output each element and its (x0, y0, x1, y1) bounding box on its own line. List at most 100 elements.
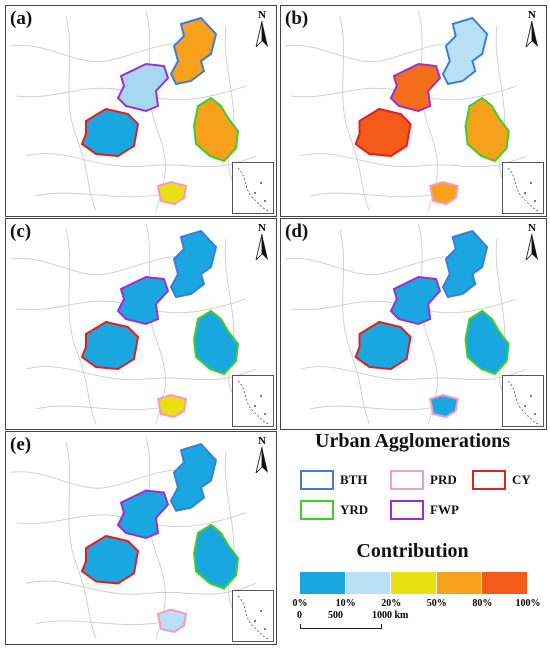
region-bth (169, 442, 218, 512)
region-fwp (389, 275, 442, 326)
map-canvas (285, 10, 527, 212)
colorbar-tick: 10% (335, 598, 356, 609)
north-label: N (528, 222, 536, 234)
ua-swatch-cy (472, 470, 506, 490)
province-boundary (65, 15, 97, 212)
region-cy (80, 320, 140, 371)
province-boundary (339, 228, 370, 425)
province-boundary (145, 436, 166, 640)
contribution-title: Contribution (356, 540, 469, 562)
province-boundary (25, 153, 257, 168)
south-china-sea-inset (502, 162, 544, 214)
region-prd (156, 608, 188, 633)
province-boundary (35, 403, 177, 411)
south-china-sea-inset (502, 375, 544, 427)
province-boundary (10, 469, 207, 489)
north-label: N (528, 9, 536, 21)
panel-label: (b) (285, 8, 309, 29)
province-boundary (65, 228, 97, 425)
province-boundary (35, 190, 177, 198)
panel-label: (d) (285, 221, 309, 242)
scale-label-0: 0 (297, 610, 302, 621)
panel-label: (a) (10, 8, 33, 29)
region-yrd (464, 96, 510, 163)
province-boundary (339, 15, 370, 212)
province-boundary (65, 441, 97, 640)
region-prd (156, 393, 188, 419)
map-panel: (e) N (5, 431, 277, 645)
legend: Urban Agglomerations BTH PRD CY YRD FWP … (280, 430, 545, 645)
region-cy (354, 320, 412, 371)
north-arrow-icon: N (254, 222, 270, 262)
region-fwp (389, 62, 442, 113)
region-cy (80, 107, 140, 158)
region-cy (80, 534, 140, 585)
region-cy (354, 107, 412, 158)
colorbar-tick: 0% (292, 598, 308, 609)
map-panel: (a) N (5, 5, 277, 217)
panel-label: (e) (10, 434, 32, 455)
colorbar-segment (345, 572, 392, 594)
province-boundary (145, 10, 166, 212)
region-bth (169, 229, 218, 299)
province-boundary (418, 223, 438, 425)
map-canvas (285, 223, 527, 425)
north-label: N (258, 435, 266, 447)
colorbar-segment (482, 572, 528, 594)
ua-swatch-bth (300, 470, 334, 490)
south-china-sea-inset (232, 590, 274, 642)
colorbar-segment (436, 572, 483, 594)
scale-label-500: 500 (328, 610, 343, 621)
province-boundary (25, 580, 257, 595)
region-bth (441, 229, 489, 299)
ua-swatch-prd (390, 470, 424, 490)
scale-bar (300, 624, 382, 629)
province-boundary (310, 190, 448, 198)
province-boundary (10, 42, 207, 63)
north-arrow-icon: N (254, 9, 270, 49)
province-boundary (285, 42, 478, 63)
ua-swatch-fwp (390, 500, 424, 520)
south-china-sea-inset (232, 162, 274, 214)
contribution-colorbar (300, 572, 528, 594)
province-boundary (25, 366, 257, 381)
map-canvas (10, 436, 257, 640)
south-china-sea-inset (232, 375, 274, 427)
region-prd (429, 393, 459, 419)
province-boundary (310, 403, 448, 411)
colorbar-segment (300, 572, 346, 594)
colorbar-tick: 100% (515, 598, 541, 609)
north-label: N (258, 9, 266, 21)
region-yrd (192, 96, 240, 163)
north-label: N (258, 222, 266, 234)
region-bth (169, 16, 218, 86)
region-fwp (116, 62, 170, 113)
region-fwp (116, 489, 170, 540)
province-boundary (10, 255, 207, 276)
colorbar-segment (391, 572, 437, 594)
scale-label-1000: 1000 km (372, 610, 409, 621)
map-panel: (d) N (280, 218, 547, 430)
colorbar-tick: 50% (426, 598, 447, 609)
province-boundary (300, 366, 527, 381)
ua-legend-title: Urban Agglomerations (315, 430, 510, 452)
map-panel: (b) N (280, 5, 547, 217)
region-prd (156, 180, 188, 206)
colorbar-tick: 20% (381, 598, 402, 609)
province-boundary (285, 255, 478, 276)
region-yrd (192, 523, 240, 590)
region-prd (429, 180, 459, 206)
panel-label: (c) (10, 221, 32, 242)
region-yrd (192, 309, 240, 376)
map-panel: (c) N (5, 218, 277, 430)
ua-swatch-yrd (300, 500, 334, 520)
region-bth (441, 16, 489, 86)
north-arrow-icon: N (254, 435, 270, 475)
region-yrd (464, 309, 510, 376)
north-arrow-icon: N (524, 9, 540, 49)
map-canvas (10, 223, 257, 425)
north-arrow-icon: N (524, 222, 540, 262)
province-boundary (35, 618, 177, 626)
region-fwp (116, 275, 170, 326)
province-boundary (145, 223, 166, 425)
